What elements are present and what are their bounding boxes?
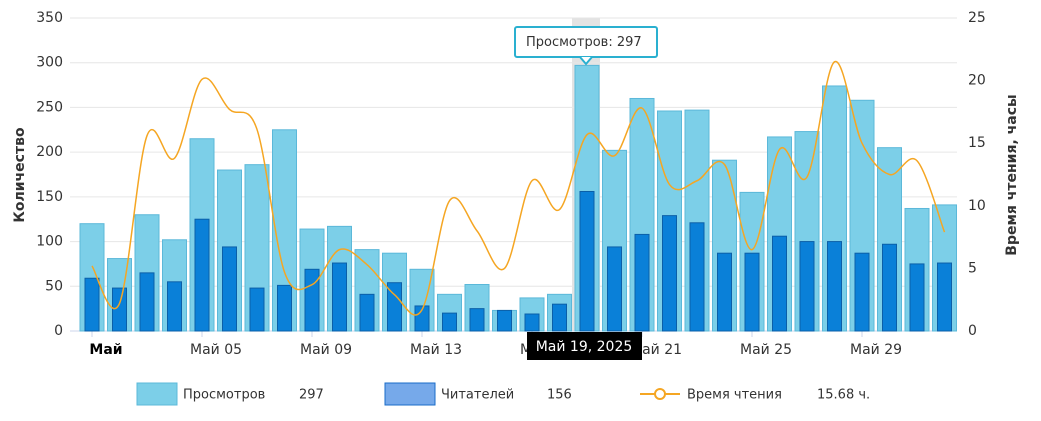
bar bbox=[552, 303, 567, 332]
bar bbox=[744, 252, 760, 332]
date-label: Май 19, 2025 bbox=[536, 339, 633, 355]
tooltip-label: Просмотров: 297 bbox=[526, 35, 642, 50]
y-tick-label: 150 bbox=[36, 189, 63, 205]
bar bbox=[167, 281, 182, 332]
bar bbox=[607, 246, 622, 332]
x-tick-label: Май 25 bbox=[740, 342, 792, 358]
y2-tick-label: 0 bbox=[968, 323, 977, 339]
y-tick-label: 350 bbox=[36, 10, 63, 26]
bar bbox=[717, 252, 732, 332]
bar bbox=[112, 287, 127, 332]
bar bbox=[497, 309, 512, 332]
y-tick-label: 50 bbox=[45, 278, 63, 294]
bar bbox=[359, 293, 375, 332]
x-tick-label: Май bbox=[89, 342, 122, 358]
legend-swatch bbox=[384, 382, 436, 406]
bar bbox=[139, 272, 155, 332]
bar bbox=[469, 308, 485, 332]
bar bbox=[689, 222, 705, 332]
tooltip: Просмотров: 297 bbox=[514, 26, 658, 66]
y2-tick-label: 10 bbox=[968, 198, 986, 214]
bar bbox=[304, 268, 320, 332]
bar bbox=[277, 284, 292, 332]
bar bbox=[84, 277, 100, 332]
legend-label: Просмотров bbox=[183, 388, 265, 403]
bar bbox=[194, 218, 210, 332]
x-tick-label: Май 13 bbox=[410, 342, 462, 358]
legend-marker bbox=[654, 388, 666, 400]
y-tick-label: 200 bbox=[36, 144, 63, 160]
date-label-box bbox=[527, 332, 642, 360]
plot: 0 50 100 150 200 250 300 350 0 5 10 15 20 25 Май Май 05… bbox=[36, 10, 986, 358]
y2-tick-label: 20 bbox=[968, 73, 986, 89]
bar bbox=[249, 287, 265, 332]
x-tick-label: Май 29 bbox=[850, 342, 902, 358]
legend-label: Читателей bbox=[441, 388, 514, 403]
y-tick-label: 300 bbox=[36, 55, 63, 71]
legend-value: 156 bbox=[547, 388, 572, 403]
bar bbox=[772, 235, 787, 332]
legend-value: 297 bbox=[299, 388, 324, 403]
bar bbox=[854, 252, 870, 332]
bar bbox=[827, 241, 842, 332]
bar bbox=[634, 233, 650, 332]
bar bbox=[524, 313, 540, 332]
x-tick-label: Май 09 bbox=[300, 342, 352, 358]
bar bbox=[882, 243, 897, 332]
bar bbox=[332, 262, 347, 332]
bar bbox=[799, 241, 815, 332]
bar bbox=[937, 262, 952, 332]
y2-tick-label: 5 bbox=[968, 260, 977, 276]
y-tick-label: 250 bbox=[36, 99, 63, 115]
bar bbox=[909, 263, 925, 332]
y2-axis-title: Время чтения, часы bbox=[1004, 94, 1020, 255]
x-tick-label: Май 21 bbox=[630, 342, 682, 358]
bar bbox=[442, 312, 457, 332]
legend-swatch bbox=[136, 382, 178, 406]
bar bbox=[414, 305, 430, 332]
bar bbox=[662, 215, 677, 332]
y-axis-title: Количество bbox=[12, 127, 28, 223]
bar bbox=[579, 190, 595, 332]
y2-tick-label: 15 bbox=[968, 135, 986, 151]
y2-tick-label: 25 bbox=[968, 10, 986, 26]
bar bbox=[387, 282, 402, 332]
x-tick-label: Май 05 bbox=[190, 342, 242, 358]
line bbox=[91, 61, 946, 316]
legend-value: 15.68 ч. bbox=[817, 388, 870, 403]
legend: Просмотров 297 Читателей 156 Время чтени… bbox=[136, 382, 870, 406]
tooltip-pointer bbox=[579, 56, 593, 66]
y-tick-label: 100 bbox=[36, 234, 63, 250]
y-tick-label: 0 bbox=[54, 323, 63, 339]
bar bbox=[222, 246, 237, 332]
legend-label: Время чтения bbox=[687, 388, 782, 403]
